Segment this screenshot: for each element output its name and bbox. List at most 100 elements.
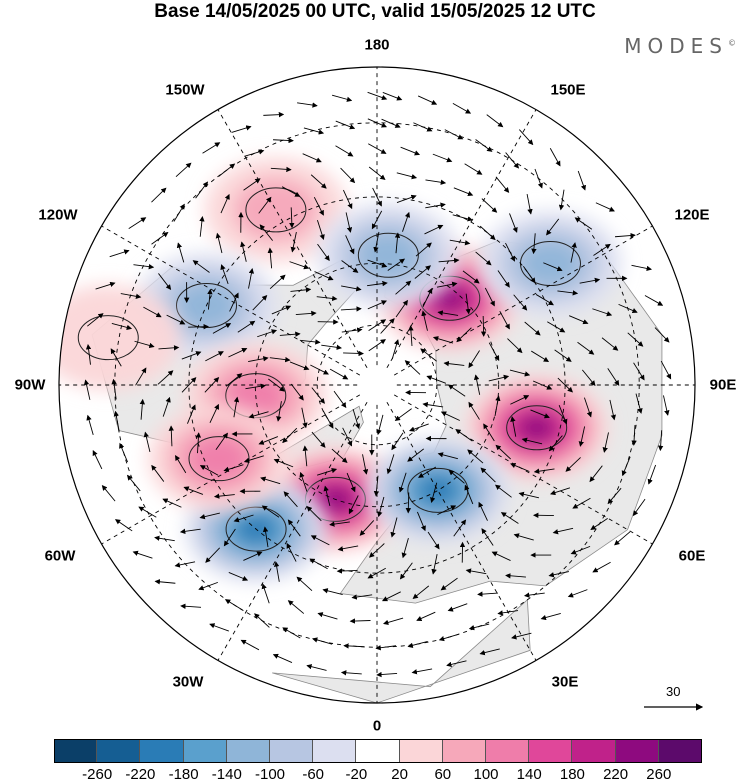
- wind-vector-130: [477, 591, 498, 597]
- wind-vector-6: [175, 162, 192, 178]
- wind-vector-236: [316, 220, 325, 241]
- wind-vector-305: [314, 271, 334, 281]
- wind-vector-392: [333, 390, 347, 409]
- anomaly-contour-10: [357, 232, 419, 278]
- wind-vector-173: [412, 585, 430, 600]
- wind-vector-22: [240, 639, 260, 651]
- wind-vector-384: [422, 401, 444, 408]
- wind-vector-266: [475, 251, 492, 266]
- wind-vector-71: [174, 561, 196, 568]
- wind-vector-325: [488, 342, 500, 362]
- wind-vector-169: [296, 576, 313, 592]
- wind-vector-229: [505, 242, 515, 262]
- wind-vector-42: [631, 264, 652, 272]
- wind-vector-67: [119, 442, 128, 463]
- lon-label-90w: 90W: [14, 376, 46, 394]
- wind-vector-253: [401, 538, 409, 559]
- wind-vector-224: [557, 377, 574, 393]
- wind-vector-288: [416, 511, 426, 532]
- wind-vector-40: [654, 327, 670, 343]
- wind-vector-13: [83, 379, 91, 400]
- wind-vector-239: [248, 268, 255, 289]
- wind-vector-136: [602, 432, 609, 453]
- wind-vector-185: [569, 315, 589, 325]
- wind-vector-355: [367, 300, 388, 310]
- wind-vector-45: [577, 170, 586, 191]
- colorbar-swatch-6: [313, 739, 357, 763]
- wind-vector-15: [92, 450, 103, 470]
- wind-vector-250: [310, 535, 330, 546]
- colorbar-tick-label: -260: [82, 766, 113, 783]
- wind-vector-292: [495, 444, 512, 460]
- wind-vector-90: [635, 393, 643, 414]
- wind-vector-83: [523, 592, 545, 598]
- wind-vector-35: [632, 498, 646, 517]
- wind-vector-82: [497, 610, 519, 616]
- wind-vector-108: [243, 178, 261, 191]
- wind-vector-172: [382, 591, 401, 602]
- wind-vector-350: [468, 350, 480, 369]
- wind-vector-52: [367, 118, 387, 128]
- wind-vector-190: [481, 198, 498, 213]
- wind-vector-323: [494, 395, 501, 417]
- wind-vector-27: [411, 668, 433, 675]
- wind-vector-374: [368, 319, 387, 332]
- wind-vector-140: [592, 308, 613, 317]
- colorbar-swatch-9: [442, 739, 487, 763]
- wind-vector-8: [128, 217, 147, 230]
- lon-label-150e: 150E: [550, 81, 586, 99]
- wind-vector-264: [513, 294, 528, 311]
- wind-vector-36: [647, 464, 657, 485]
- anomaly-contour-11: [77, 315, 139, 361]
- wind-vector-61: [133, 263, 155, 270]
- colorbar-tick-label: -220: [125, 766, 156, 783]
- colorbar-tick-label: -60: [302, 766, 325, 783]
- wind-vector-32: [567, 589, 588, 598]
- wind-vector-397: [404, 360, 421, 375]
- wind-vector-168: [273, 561, 280, 582]
- wind-vector-33: [592, 561, 611, 573]
- wind-vector-60: [151, 232, 169, 245]
- wind-vector-230: [479, 225, 496, 241]
- wind-vector-7: [151, 187, 167, 203]
- anomaly-contour-6: [245, 187, 307, 233]
- wind-vector-184: [577, 341, 595, 355]
- wind-vector-338: [276, 401, 282, 422]
- lon-label-60e: 60E: [678, 547, 706, 565]
- wind-vector-122: [228, 571, 249, 581]
- map-title: Base 14/05/2025 00 UTC, valid 15/05/2025…: [154, 1, 596, 22]
- wind-vector-183: [581, 369, 596, 387]
- wind-vector-170: [322, 588, 343, 596]
- wind-vector-356: [340, 306, 362, 312]
- wind-vector-41: [644, 295, 664, 306]
- wind-vector-363: [331, 448, 348, 463]
- wind-vector-353: [422, 287, 433, 308]
- wind-vector-351: [456, 327, 472, 343]
- wind-vector-327: [465, 293, 471, 315]
- wind-vector-114: [134, 340, 155, 349]
- wind-vector-341: [316, 467, 338, 476]
- wind-vector-53: [335, 120, 356, 130]
- wind-vector-11: [87, 313, 104, 327]
- wind-vector-145: [495, 176, 510, 193]
- wind-vector-252: [368, 543, 385, 558]
- colorbar-swatch-2: [140, 739, 184, 763]
- wind-vector-295: [509, 369, 531, 377]
- wind-vector-112: [158, 273, 172, 291]
- wind-vector-251: [337, 545, 359, 552]
- wind-vector-16: [101, 484, 116, 502]
- wind-vector-232: [425, 202, 446, 209]
- wind-vector-110: [199, 215, 205, 237]
- wind-vector-286: [359, 520, 375, 536]
- wind-vector-89: [631, 425, 637, 446]
- wind-vector-176: [491, 551, 511, 561]
- wind-vector-272: [317, 243, 330, 262]
- wind-vector-37: [657, 430, 664, 452]
- wind-vector-296: [507, 338, 523, 354]
- colorbar-swatch-3: [183, 739, 227, 763]
- meridian-210: [217, 109, 368, 369]
- wind-vector-211: [286, 542, 297, 562]
- wind-vector-138: [607, 368, 620, 386]
- wind-vector-212: [309, 558, 328, 570]
